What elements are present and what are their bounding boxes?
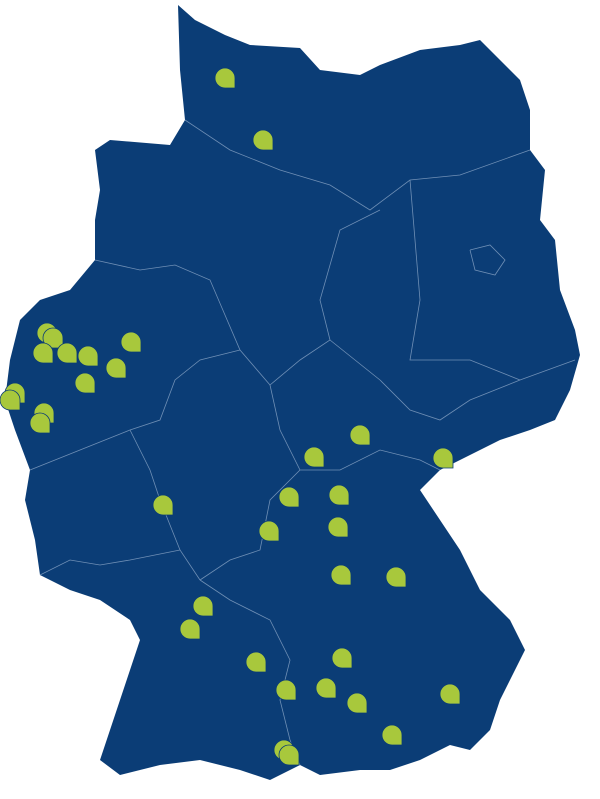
location-marker[interactable] bbox=[327, 516, 349, 538]
location-marker[interactable] bbox=[56, 342, 78, 364]
location-marker[interactable] bbox=[278, 744, 300, 766]
location-marker[interactable] bbox=[245, 651, 267, 673]
state-border bbox=[469, 244, 506, 276]
location-marker[interactable] bbox=[105, 357, 127, 379]
location-marker[interactable] bbox=[328, 484, 350, 506]
state-border bbox=[184, 119, 531, 211]
state-border bbox=[199, 579, 301, 766]
location-marker[interactable] bbox=[432, 447, 454, 469]
location-marker[interactable] bbox=[439, 683, 461, 705]
location-marker[interactable] bbox=[258, 520, 280, 542]
location-marker[interactable] bbox=[252, 129, 274, 151]
location-marker[interactable] bbox=[331, 647, 353, 669]
state-border bbox=[269, 384, 441, 471]
location-marker[interactable] bbox=[385, 566, 407, 588]
location-marker[interactable] bbox=[349, 424, 371, 446]
location-marker[interactable] bbox=[152, 494, 174, 516]
location-marker[interactable] bbox=[29, 412, 51, 434]
location-markers bbox=[0, 67, 461, 766]
location-marker[interactable] bbox=[303, 446, 325, 468]
location-marker[interactable] bbox=[381, 724, 403, 746]
state-borders bbox=[29, 119, 576, 766]
location-marker[interactable] bbox=[214, 67, 236, 89]
location-marker[interactable] bbox=[179, 618, 201, 640]
state-border bbox=[409, 179, 521, 381]
location-marker[interactable] bbox=[0, 389, 21, 411]
country-shape bbox=[5, 5, 580, 780]
location-marker[interactable] bbox=[275, 679, 297, 701]
location-marker[interactable] bbox=[74, 372, 96, 394]
location-marker[interactable] bbox=[278, 486, 300, 508]
location-marker[interactable] bbox=[32, 342, 54, 364]
state-border bbox=[29, 349, 241, 471]
state-border bbox=[39, 549, 181, 576]
location-marker[interactable] bbox=[77, 345, 99, 367]
location-marker[interactable] bbox=[120, 331, 142, 353]
location-marker[interactable] bbox=[315, 677, 337, 699]
state-border bbox=[199, 469, 301, 581]
location-marker[interactable] bbox=[192, 595, 214, 617]
location-marker[interactable] bbox=[330, 564, 352, 586]
location-marker[interactable] bbox=[346, 692, 368, 714]
